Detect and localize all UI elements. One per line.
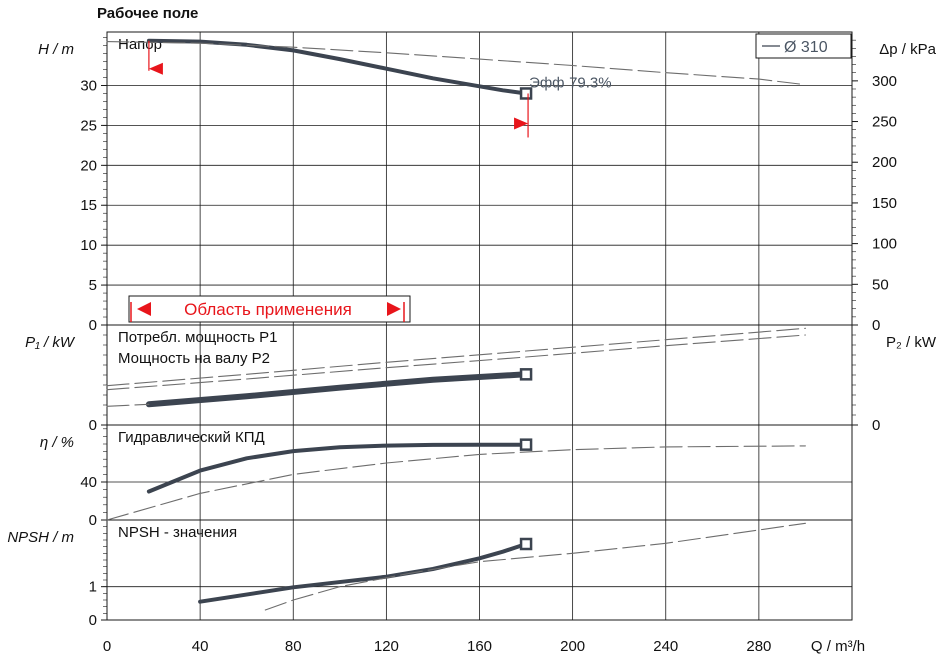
- y-tick-label: 0: [89, 612, 97, 629]
- efficiency-annotation-value: 79.3%: [569, 74, 612, 91]
- x-tick-label: 160: [467, 638, 492, 655]
- panel-title: Потребл. мощность P1: [118, 329, 278, 346]
- y-axis-label: H / m: [38, 41, 74, 58]
- y-tick-label: 0: [89, 512, 97, 529]
- y-right-tick-label: 50: [872, 276, 889, 293]
- x-axis-label: Q / m³/h: [811, 638, 865, 655]
- y-right-tick-label: 300: [872, 73, 897, 90]
- y-tick-label: 10: [80, 237, 97, 254]
- y-tick-label: 0: [89, 317, 97, 334]
- x-tick-label: 280: [746, 638, 771, 655]
- y-axis-label: P₁ / kW: [25, 334, 76, 351]
- y-right-tick-label: 150: [872, 195, 897, 212]
- reference-curve: [106, 403, 150, 407]
- y-tick-label: 15: [80, 197, 97, 214]
- application-range-right-arrow: [387, 302, 401, 316]
- y-right-axis-label: P₂ / kW: [886, 334, 937, 351]
- pump-curve: [198, 542, 529, 604]
- y-axis-label: NPSH / m: [7, 529, 74, 546]
- pump-curve: [146, 442, 529, 494]
- x-tick-label: 40: [192, 638, 209, 655]
- operating-point-marker: [519, 87, 533, 100]
- panel-title: Гидравлический КПД: [118, 429, 265, 446]
- operating-point-marker: [519, 368, 533, 381]
- x-tick-label: 240: [653, 638, 678, 655]
- y-right-tick-label: 250: [872, 114, 897, 131]
- reference-curve: [106, 445, 806, 521]
- y-tick-label: 30: [80, 77, 97, 94]
- x-tick-label: 80: [285, 638, 302, 655]
- x-tick-label: 200: [560, 638, 585, 655]
- y-right-tick-label: 200: [872, 154, 897, 171]
- pump-curve: [146, 38, 529, 96]
- panel-title: Напор: [118, 36, 162, 53]
- y-tick-label: 1: [89, 579, 97, 596]
- reference-curve: [264, 522, 806, 611]
- y-right-tick-label: 100: [872, 236, 897, 253]
- panel-subtitle: Мощность на валу P2: [118, 350, 270, 367]
- y-tick-label: 40: [80, 474, 97, 491]
- pump-curve: [145, 371, 530, 408]
- x-tick-label: 120: [374, 638, 399, 655]
- x-tick-label: 0: [103, 638, 111, 655]
- legend-label: Ø 310: [784, 39, 828, 56]
- y-right-tick-label: 0: [872, 417, 880, 434]
- y-right-axis-label: Δp / kPa: [879, 41, 936, 58]
- efficiency-annotation-label: Эфф: [529, 74, 564, 91]
- range-start-arrow: [148, 62, 163, 75]
- application-range-label: Область применения: [184, 300, 352, 319]
- y-tick-label: 0: [89, 417, 97, 434]
- application-range-left-arrow: [137, 302, 151, 316]
- y-tick-label: 5: [89, 277, 97, 294]
- range-end-arrow: [514, 117, 529, 130]
- reference-curve: [106, 41, 806, 86]
- y-axis-label: η / %: [40, 434, 74, 451]
- operating-point-marker: [519, 537, 533, 551]
- reference-curve: [106, 334, 806, 391]
- page-title: Рабочее поле: [97, 5, 199, 22]
- application-range-box: [128, 295, 411, 323]
- y-tick-label: 20: [80, 157, 97, 174]
- y-right-tick-label: 0: [872, 317, 880, 334]
- panel-title: NPSH - значения: [118, 524, 237, 541]
- y-tick-label: 25: [80, 117, 97, 134]
- reference-curve: [106, 327, 806, 387]
- operating-point-marker: [519, 438, 533, 451]
